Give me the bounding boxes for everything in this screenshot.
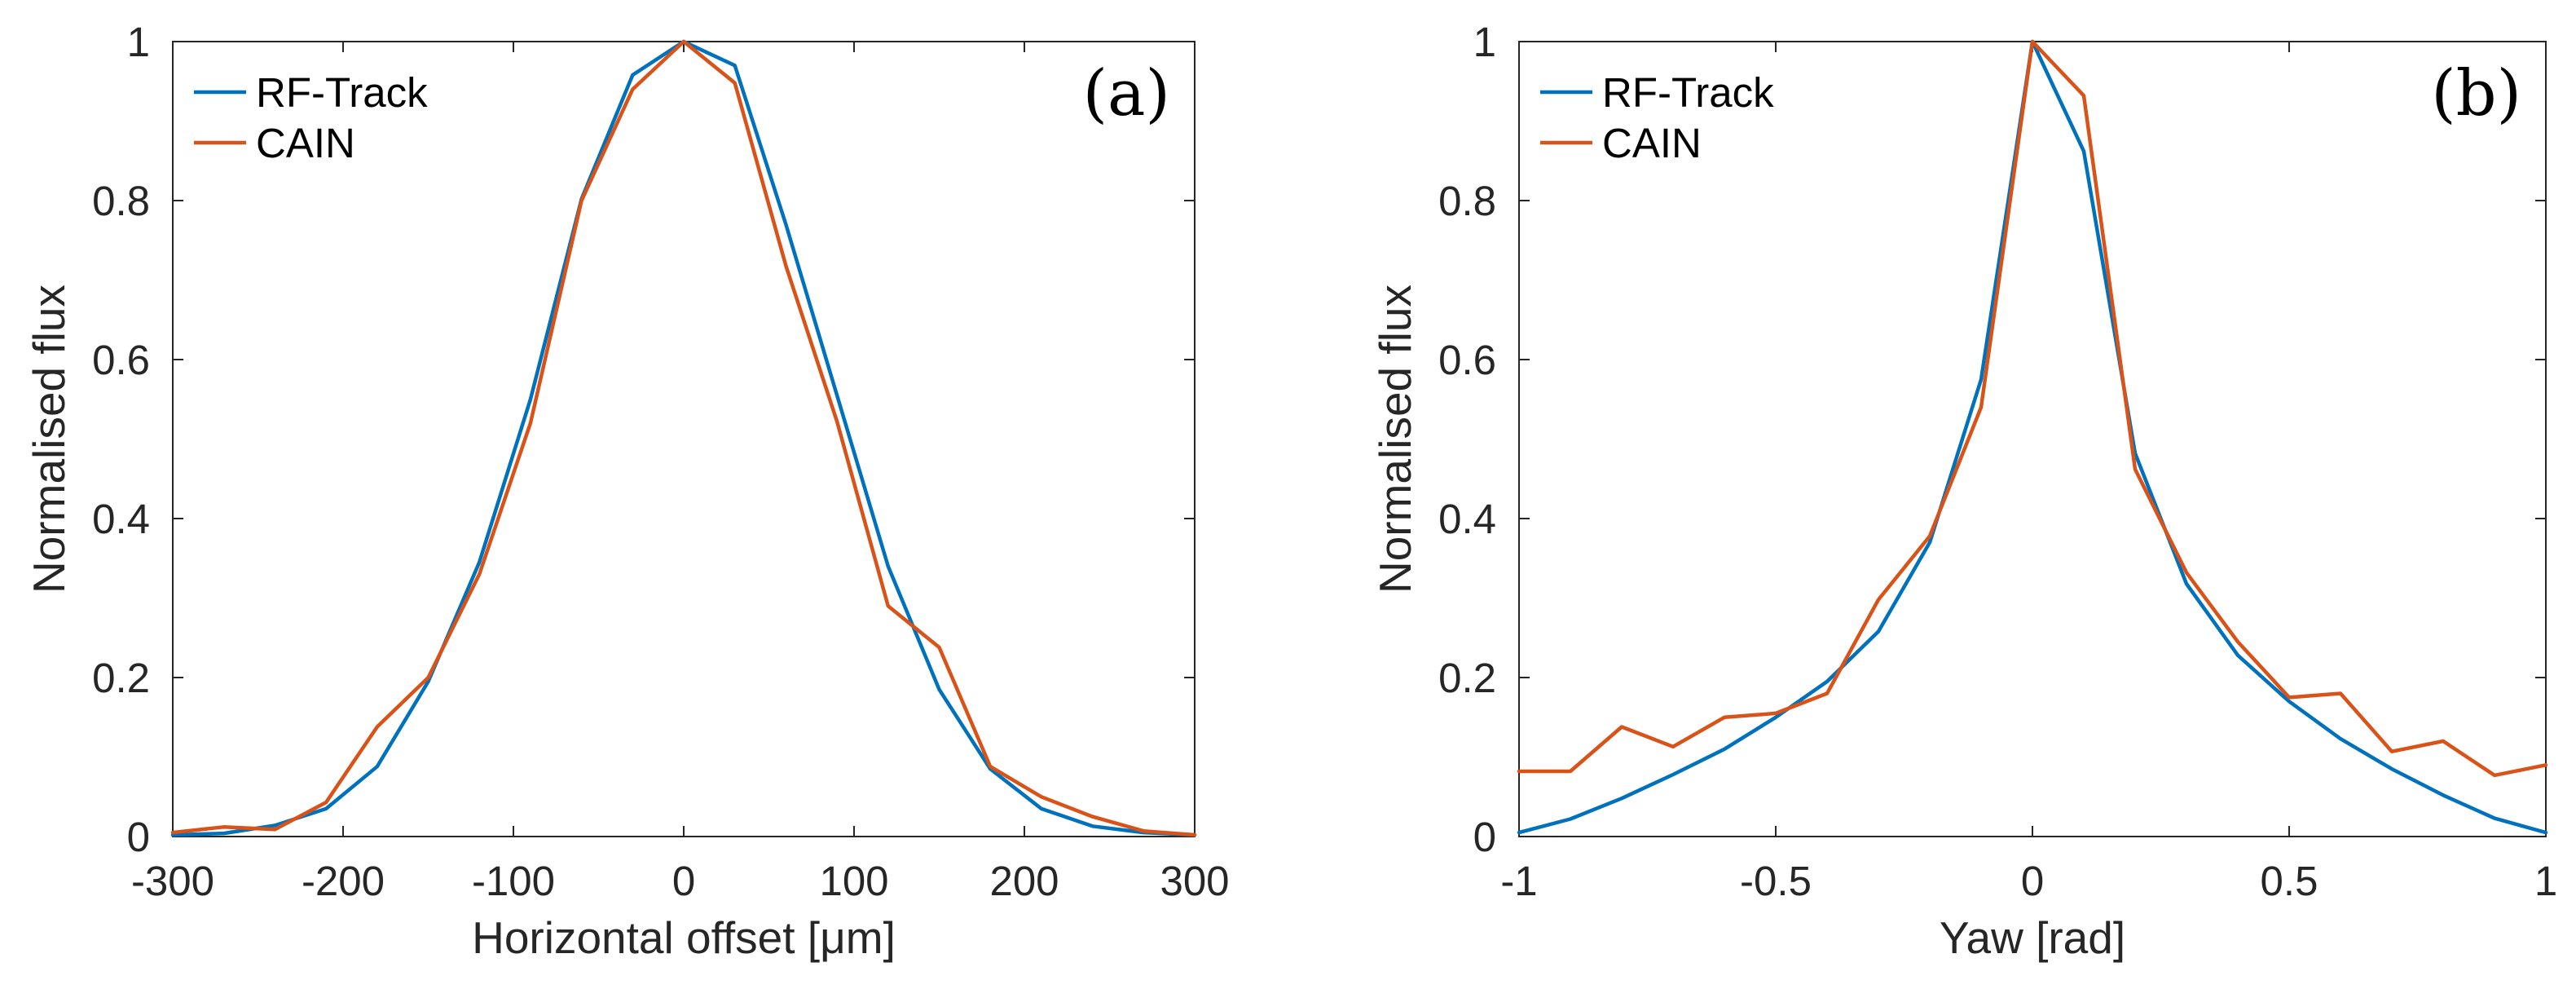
panel-a-legend-label: CAIN [256, 120, 355, 166]
panel-b-y-tick-label: 0.4 [1438, 496, 1496, 542]
panel-b-y-tick-label: 0.2 [1438, 655, 1496, 701]
panel-b-x-tick-label: 0 [2021, 858, 2044, 904]
panel-b-legend-label: RF-Track [1602, 69, 1774, 116]
panel-b-series-cain-line [1517, 39, 2548, 778]
panel-b-x-axis-label: Yaw [rad] [1940, 912, 2125, 963]
panel-a-x-tick-label: 100 [819, 858, 888, 904]
panel-b-legend-label: CAIN [1602, 120, 1702, 166]
panel-a-x-tick-label: -100 [472, 858, 555, 904]
panel-b-panel-label: (b) [2431, 57, 2521, 130]
panel-b-y-axis-label: Normalised flux [1370, 285, 1420, 594]
panel-b-y-tick-label: 1 [1473, 19, 1496, 65]
panel-a-series-cain-line [170, 39, 1197, 837]
panel-a-y-tick-label: 0.4 [92, 496, 150, 542]
panel-b-y-tick-label: 0 [1473, 814, 1496, 860]
panel-b: -1 -0.5 0 0.5 1 0 0.2 0.4 0.6 0.8 1 Yaw [rad] Normal… [1370, 19, 2557, 963]
panel-b-x-tick-label: -0.5 [1740, 858, 1812, 904]
panel-a-panel-label: (a) [1083, 57, 1170, 130]
panel-b-y-tick-label: 0.6 [1438, 337, 1496, 383]
panel-a-x-tick-label: -200 [302, 858, 385, 904]
panel-a-legend-label: RF-Track [256, 69, 428, 116]
panel-a-x-tick-label: -300 [131, 858, 214, 904]
panel-a-x-axis-label: Horizontal offset [μm] [472, 912, 896, 963]
panel-a-x-tick-label: 0 [672, 858, 695, 904]
panel-b-x-tick-label: 0.5 [2261, 858, 2318, 904]
panel-a-y-tick-label: 1 [127, 19, 150, 65]
panel-a-x-tick-label: 300 [1160, 858, 1229, 904]
panel-a-y-axis-label: Normalised flux [24, 285, 74, 594]
panel-a-y-tick-label: 0.6 [92, 337, 150, 383]
panel-a-y-tick-label: 0.8 [92, 178, 150, 224]
panel-a: -300 -200 -100 0 100 200 300 0 0.2 0.4 0.6 0.8 1 Hori… [24, 19, 1230, 963]
panel-a-y-tick-label: 0.2 [92, 655, 150, 701]
panel-b-x-tick-label: -1 [1500, 858, 1537, 904]
panel-b-x-tick-label: 1 [2534, 858, 2557, 904]
panel-a-x-tick-label: 200 [989, 858, 1059, 904]
panel-b-y-tick-label: 0.8 [1438, 178, 1496, 224]
panel-a-y-tick-label: 0 [127, 814, 150, 860]
